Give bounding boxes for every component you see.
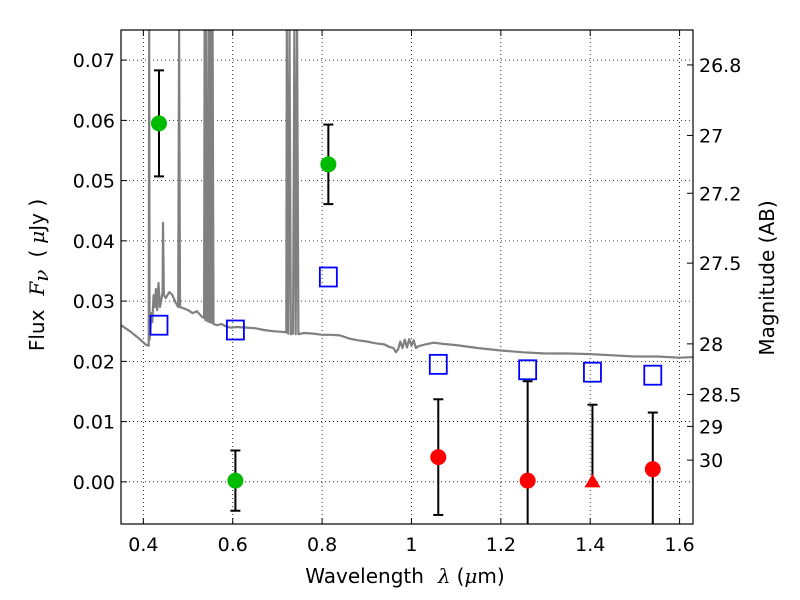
y2-axis-label: Magnitude (AB): [755, 200, 779, 355]
y-tick-label: 0.03: [73, 291, 115, 313]
x-tick-label: 1.4: [575, 534, 605, 556]
detections-point: [320, 156, 337, 173]
y2-tick-label: 28: [699, 334, 723, 356]
y2-tick-label: 27: [699, 125, 723, 147]
nir-points-point: [644, 461, 661, 478]
model-photometry-marker: [318, 266, 338, 288]
y2-tick-label: 28.5: [699, 384, 741, 406]
nir-points-point: [519, 472, 536, 489]
ticks-layer: 0.4 0.6 0.8 1 1.2 1.4 1.6 0.00 0.01 0.02 0.03 0.04 0…: [73, 30, 741, 556]
model-photometry-marker: [149, 314, 169, 336]
x-tick-label: 1.6: [664, 534, 694, 556]
y2-tick-label: 27.5: [699, 253, 741, 275]
x-tick-label: 0.8: [307, 534, 337, 556]
model-photometry-marker: [643, 364, 663, 386]
x-axis-label: Wavelength λ (μm): [305, 564, 504, 588]
plot-frame: [120, 29, 694, 525]
y-tick-label: 0.07: [73, 50, 115, 72]
y-tick-label: 0.05: [73, 171, 115, 193]
y-tick-label: 0.01: [73, 412, 115, 434]
y-tick-label: 0.06: [73, 110, 115, 132]
model-photometry-marker: [583, 361, 602, 383]
grid: [121, 30, 693, 524]
y2-tick-label: 29: [699, 416, 723, 438]
x-tick-label: 0.4: [128, 534, 158, 556]
y2-tick-label: 27.2: [699, 183, 741, 205]
detections-point: [150, 115, 167, 132]
y-tick-label: 0.02: [73, 351, 115, 373]
y2-tick-label: 26.8: [699, 55, 741, 77]
y-tick-label: 0.04: [73, 231, 115, 253]
model-photometry-marker: [428, 353, 448, 375]
model-spectrum-line: [121, 30, 693, 359]
x-tick-label: 0.6: [218, 534, 248, 556]
nir-points-point: [430, 449, 447, 466]
detections-point: [227, 472, 244, 489]
spectrum-layer: [121, 30, 693, 359]
model-photometry-marker: [225, 319, 245, 341]
model-photometry-marker: [518, 359, 538, 381]
marks-layer: [149, 69, 663, 524]
x-tick-label: 1: [405, 534, 417, 556]
y-axis-label: FluxFν(μJy ): [25, 199, 53, 351]
x-tick-label: 1.2: [486, 534, 516, 556]
y2-tick-label: 30: [699, 450, 723, 472]
y-tick-label: 0.00: [73, 472, 115, 494]
upper-limit-marker: [584, 473, 601, 488]
